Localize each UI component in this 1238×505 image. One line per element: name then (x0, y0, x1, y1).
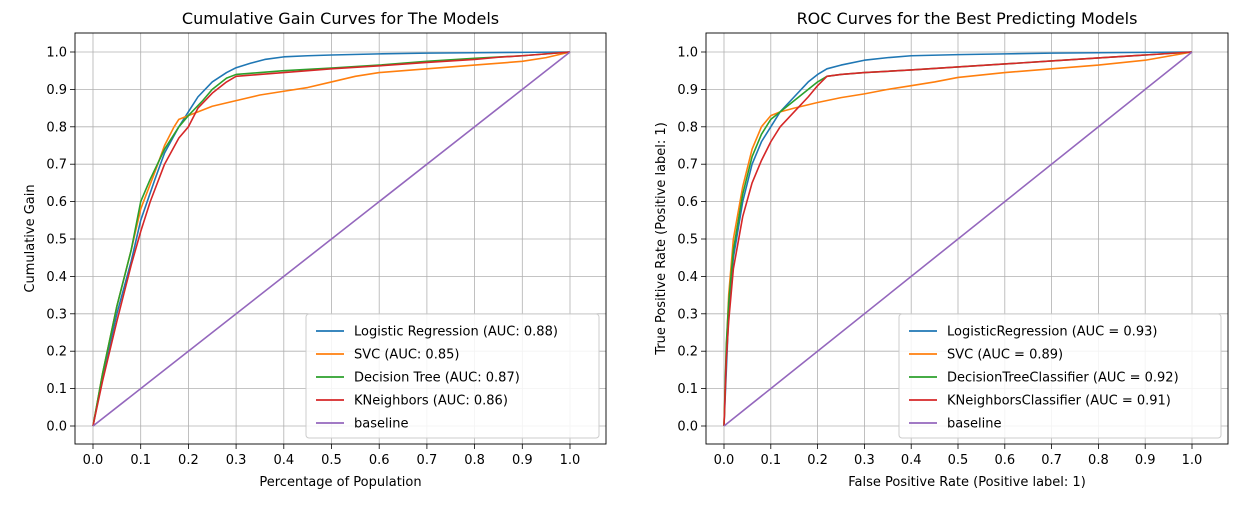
y-tick-label: 1.0 (46, 46, 67, 61)
legend-label: SVC (AUC: 0.85) (354, 348, 459, 363)
x-tick-label: 0.5 (948, 453, 969, 468)
axes-frame (74, 32, 607, 445)
legend-label: KNeighborsClassifier (AUC = 0.91) (947, 394, 1171, 409)
y-tick-label: 0.7 (677, 158, 698, 173)
chart-title: ROC Curves for the Best Predicting Model… (797, 9, 1138, 28)
series-line-3 (92, 51, 571, 427)
legend-label: Logistic Regression (AUC: 0.88) (354, 325, 558, 340)
y-tick-label: 0.6 (46, 195, 67, 210)
series-line-2 (92, 51, 571, 427)
y-tick-label: 0.1 (677, 382, 698, 397)
chart-title: Cumulative Gain Curves for The Models (182, 9, 499, 28)
legend-box (898, 313, 1222, 439)
x-tick-label: 0.9 (1135, 453, 1156, 468)
y-tick-label: 0.0 (46, 420, 67, 435)
legend-label: KNeighbors (AUC: 0.86) (354, 394, 508, 409)
series-line-4 (723, 51, 1193, 427)
x-tick-label: 0.0 (714, 453, 735, 468)
legend-label: DecisionTreeClassifier (AUC = 0.92) (947, 371, 1179, 386)
y-tick-label: 0.9 (46, 83, 67, 98)
legend-label: SVC (AUC = 0.89) (947, 348, 1063, 363)
x-tick-label: 0.2 (807, 453, 828, 468)
x-tick-label: 0.8 (464, 453, 485, 468)
x-tick-label: 0.9 (512, 453, 533, 468)
x-tick-label: 0.4 (273, 453, 294, 468)
y-axis-label: True Positive Rate (Positive label: 1) (654, 122, 669, 356)
x-axis-label: Percentage of Population (259, 475, 421, 490)
series-line-4 (92, 51, 571, 427)
x-tick-label: 0.5 (321, 453, 342, 468)
x-tick-label: 0.2 (178, 453, 199, 468)
y-tick-label: 0.4 (46, 270, 67, 285)
legend-label: LogisticRegression (AUC = 0.93) (947, 325, 1157, 340)
chart-panel-1: 0.0 0.1 0.2 0.3 0.4 0.5 0.6 0.7 0.8 0.9 1.0 0.0 0.1 0… (23, 9, 607, 490)
series-line-2 (723, 51, 1193, 427)
y-tick-label: 0.2 (46, 345, 67, 360)
legend-label: baseline (947, 417, 1001, 432)
y-axis-label: Cumulative Gain (23, 184, 38, 292)
x-tick-label: 0.1 (760, 453, 781, 468)
x-tick-label: 0.6 (994, 453, 1015, 468)
chart-panel-2: 0.0 0.1 0.2 0.3 0.4 0.5 0.6 0.7 0.8 0.9 1.0 0.0 0.1 0… (654, 9, 1229, 490)
series-line-1 (723, 51, 1193, 427)
y-tick-label: 0.4 (677, 270, 698, 285)
axes-frame (705, 32, 1229, 445)
y-tick-label: 0.5 (677, 233, 698, 248)
y-tick-label: 0.8 (677, 120, 698, 135)
y-tick-label: 1.0 (677, 46, 698, 61)
series-line-5 (723, 51, 1193, 427)
legend: Logistic Regression (AUC: 0.88) SVC (AUC:… (305, 313, 600, 439)
y-tick-label: 0.1 (46, 382, 67, 397)
series-line-5 (92, 51, 571, 427)
legend: LogisticRegression (AUC = 0.93) SVC (AUC … (898, 313, 1222, 439)
x-tick-label: 0.4 (901, 453, 922, 468)
x-tick-label: 1.0 (560, 453, 581, 468)
y-tick-label: 0.8 (46, 120, 67, 135)
series-line-1 (92, 51, 571, 427)
y-tick-label: 0.7 (46, 158, 67, 173)
x-tick-label: 0.7 (417, 453, 438, 468)
x-tick-label: 0.6 (369, 453, 390, 468)
x-axis-label: False Positive Rate (Positive label: 1) (848, 475, 1086, 490)
x-tick-label: 0.8 (1088, 453, 1109, 468)
y-tick-label: 0.2 (677, 345, 698, 360)
y-tick-label: 0.3 (677, 307, 698, 322)
legend-box (305, 313, 600, 439)
legend-label: baseline (354, 417, 408, 432)
y-tick-label: 0.9 (677, 83, 698, 98)
x-tick-label: 0.1 (130, 453, 151, 468)
y-tick-label: 0.0 (677, 420, 698, 435)
x-tick-label: 0.3 (854, 453, 875, 468)
y-tick-label: 0.6 (677, 195, 698, 210)
x-tick-label: 0.7 (1041, 453, 1062, 468)
y-tick-label: 0.3 (46, 307, 67, 322)
x-tick-label: 0.3 (226, 453, 247, 468)
legend-label: Decision Tree (AUC: 0.87) (354, 371, 520, 386)
x-tick-label: 0.0 (83, 453, 104, 468)
y-tick-label: 0.5 (46, 233, 67, 248)
x-tick-label: 1.0 (1182, 453, 1203, 468)
